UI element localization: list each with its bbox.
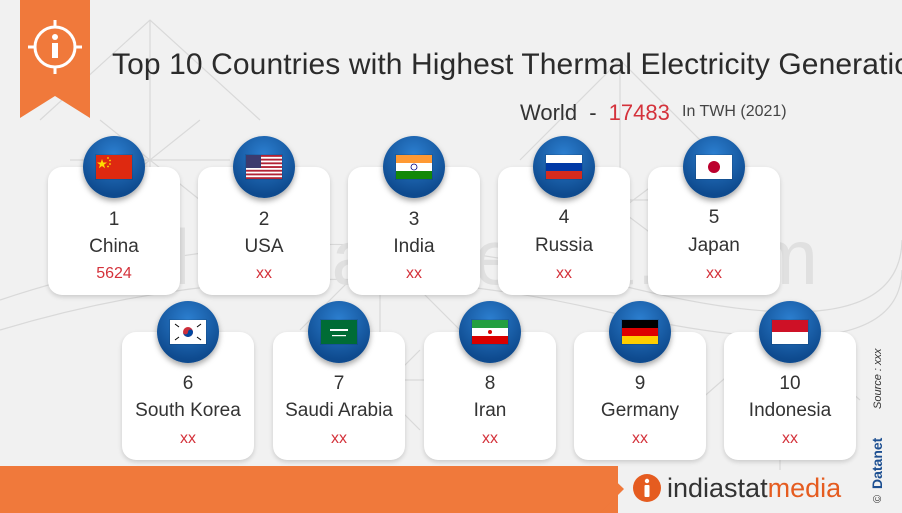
- country-rank: 7: [333, 373, 345, 394]
- country-rank: 8: [484, 373, 496, 394]
- country-value: xx: [482, 430, 498, 447]
- country-value: xx: [180, 430, 196, 447]
- country-rank: 6: [182, 373, 194, 394]
- country-value: xx: [256, 265, 272, 282]
- saudi-arabia-flag-icon: [308, 301, 370, 363]
- japan-flag-icon: [683, 136, 745, 198]
- brand-name-part1: indiastat: [667, 472, 768, 503]
- country-value: xx: [406, 265, 422, 282]
- brand-logo: indiastatmedia: [632, 470, 841, 506]
- credit-source: Source : xxx: [872, 348, 884, 409]
- info-icon: [28, 20, 82, 74]
- country-name: USA: [244, 236, 284, 257]
- copyright-symbol: ©: [872, 495, 884, 503]
- page-title: Top 10 Countries with Highest Thermal El…: [112, 48, 902, 81]
- credit-vertical: © Datanet Source : xxx: [869, 348, 885, 503]
- usa-flag-icon: [233, 136, 295, 198]
- country-name: Iran: [473, 400, 507, 421]
- country-rank: 3: [408, 209, 420, 230]
- country-name: Japan: [688, 235, 740, 256]
- china-flag-icon: [83, 136, 145, 198]
- brand-name: indiastatmedia: [667, 473, 841, 504]
- country-value: 5624: [96, 265, 132, 282]
- unit-label: In TWH (2021): [682, 103, 787, 120]
- world-label: World: [520, 100, 578, 125]
- footer-bar-tip: [600, 466, 624, 513]
- country-rank: 5: [708, 207, 720, 228]
- country-name: Saudi Arabia: [285, 400, 393, 421]
- country-name: Germany: [600, 400, 680, 421]
- country-value: xx: [331, 430, 347, 447]
- country-rank: 10: [779, 373, 801, 394]
- credit-brand: Datanet: [869, 437, 885, 489]
- country-value: xx: [782, 430, 798, 447]
- country-rank: 4: [558, 207, 570, 228]
- footer-bar: [0, 466, 618, 513]
- country-value: xx: [632, 430, 648, 447]
- russia-flag-icon: [533, 136, 595, 198]
- world-separator: -: [589, 100, 597, 125]
- country-rank: 9: [634, 373, 646, 394]
- country-value: xx: [556, 265, 572, 282]
- country-rank: 1: [108, 209, 120, 230]
- world-value: 17483: [608, 100, 670, 125]
- country-name: Indonesia: [748, 400, 832, 421]
- world-total: World - 17483: [520, 100, 670, 126]
- country-name: Russia: [534, 235, 594, 256]
- info-tab: [20, 0, 90, 118]
- germany-flag-icon: [609, 301, 671, 363]
- country-name: South Korea: [135, 400, 241, 421]
- iran-flag-icon: [459, 301, 521, 363]
- country-rank: 2: [258, 209, 270, 230]
- south-korea-flag-icon: [157, 301, 219, 363]
- brand-name-part2: media: [767, 472, 842, 503]
- country-value: xx: [706, 265, 722, 282]
- country-name: China: [89, 236, 139, 257]
- indonesia-flag-icon: [759, 301, 821, 363]
- info-icon: [633, 474, 661, 502]
- india-flag-icon: [383, 136, 445, 198]
- country-name: India: [393, 236, 435, 257]
